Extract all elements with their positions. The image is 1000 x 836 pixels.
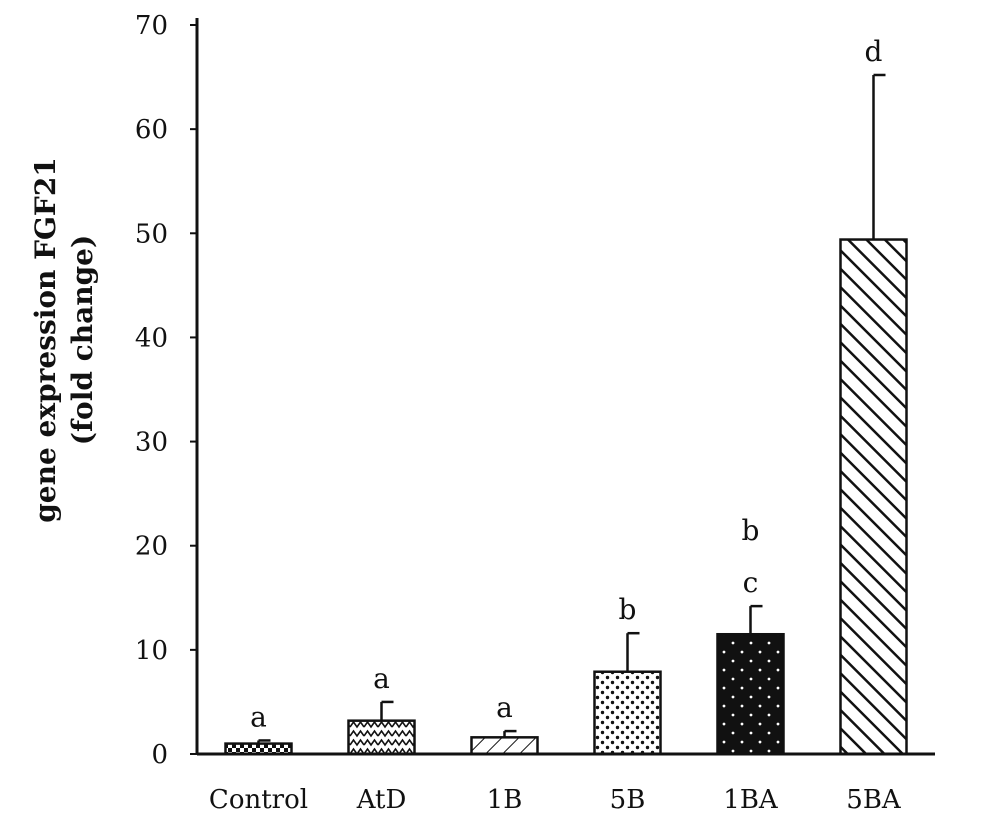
significance-label: a <box>496 691 513 724</box>
x-axis-labels: Control AtD 1B 5B 1BA 5BA <box>209 785 902 815</box>
bar-5b <box>593 670 662 756</box>
bar-1ba <box>716 632 785 756</box>
x-category-label: 5B <box>610 785 646 815</box>
significance-label: a <box>373 662 390 695</box>
bar-5ba <box>839 238 908 756</box>
y-tick-label: 0 <box>151 740 168 770</box>
significance-label: c <box>743 566 759 599</box>
x-category-label: 1B <box>487 785 523 815</box>
y-tick-label: 70 <box>135 11 168 41</box>
significance-label: d <box>865 35 883 68</box>
y-axis-ticks: 0 10 20 30 40 50 60 70 <box>135 11 197 770</box>
error-bar-1b <box>503 729 517 738</box>
error-bars-group <box>257 73 886 744</box>
x-category-label: 1BA <box>723 785 779 815</box>
significance-label: b <box>619 593 637 626</box>
significance-label: a <box>250 700 267 733</box>
x-category-label: 5BA <box>846 785 902 815</box>
y-axis-label-line2: (fold change) <box>66 235 99 445</box>
y-axis-label: gene expression FGF21 (fold change) <box>29 157 99 523</box>
y-tick-label: 40 <box>135 323 168 353</box>
x-category-label: AtD <box>356 785 407 815</box>
bar-1b <box>470 736 539 756</box>
bar-control <box>224 742 293 756</box>
y-axis-label-line1: gene expression FGF21 <box>29 157 62 523</box>
y-tick-label: 50 <box>135 219 168 249</box>
error-bar-atd <box>380 700 394 721</box>
y-tick-label: 10 <box>135 636 168 666</box>
bars-group <box>224 238 908 756</box>
bar-atd <box>347 719 416 756</box>
significance-label: b <box>742 514 760 547</box>
y-tick-label: 30 <box>135 428 168 458</box>
error-bar-control <box>257 739 271 744</box>
y-tick-label: 20 <box>135 532 168 562</box>
error-bar-1ba <box>749 604 763 635</box>
y-tick-label: 60 <box>135 115 168 145</box>
error-bar-5ba <box>872 73 886 240</box>
error-bar-5b <box>626 631 640 672</box>
x-category-label: Control <box>209 785 308 815</box>
